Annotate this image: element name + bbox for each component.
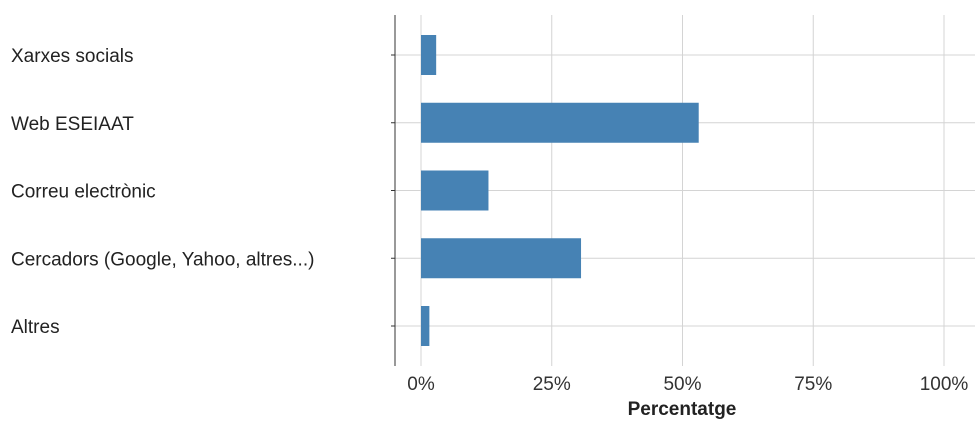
x-tick-label: 75% [794, 374, 832, 395]
bar [421, 35, 437, 75]
x-tick-label: 25% [533, 374, 571, 395]
bars [421, 35, 699, 346]
bar [421, 102, 699, 143]
category-label: Xarxes socials [11, 46, 134, 67]
bar [421, 238, 582, 279]
category-label: Web ESEIAAT [11, 114, 134, 135]
bar [421, 170, 489, 211]
category-label: Altres [11, 317, 60, 338]
labels: 0% 25% 50% 75% 100% Xarxes socials Web ESEIAAT… [11, 46, 968, 395]
x-tick-label: 0% [407, 374, 435, 395]
category-label: Correu electrònic [11, 182, 156, 203]
axes [391, 15, 396, 366]
category-label: Cercadors (Google, Yahoo, altres...) [11, 249, 314, 270]
x-axis-title: Percentatge [628, 399, 737, 420]
x-tick-label: 50% [663, 374, 701, 395]
x-tick-label: 100% [920, 374, 969, 395]
bar [421, 306, 430, 346]
